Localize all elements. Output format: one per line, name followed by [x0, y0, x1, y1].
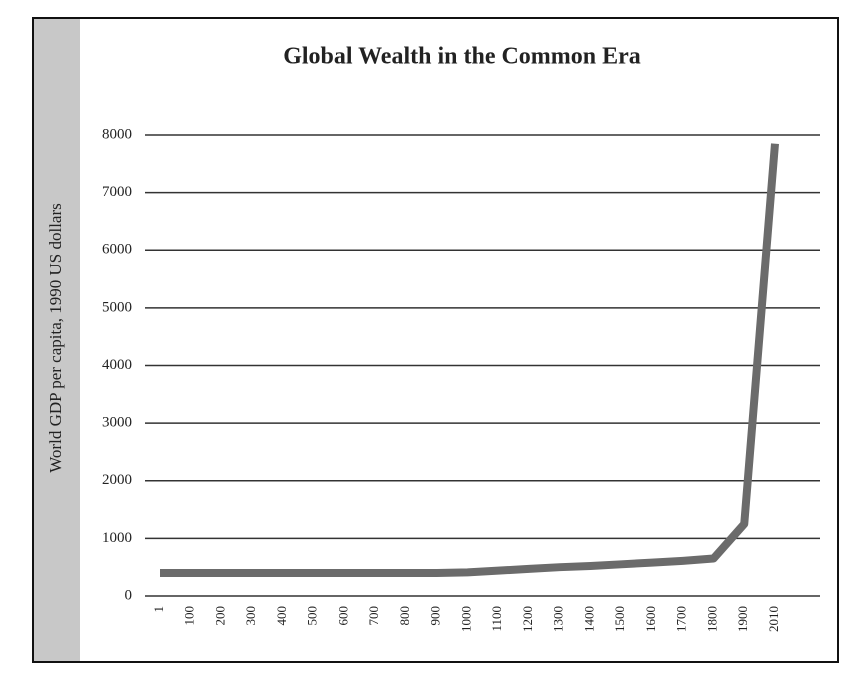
x-tick-label: 1100: [489, 606, 504, 632]
y-tick-label: 0: [125, 587, 133, 603]
x-tick-label: 600: [335, 606, 350, 626]
x-tick-label: 1: [151, 606, 166, 613]
x-tick-label: 1300: [551, 606, 566, 632]
x-tick-label: 500: [305, 606, 320, 626]
data-line: [160, 143, 779, 577]
x-tick-label: 1700: [674, 606, 689, 632]
y-tick-label: 5000: [102, 299, 132, 315]
x-tick-label: 800: [397, 606, 412, 626]
x-tick-label: 300: [243, 606, 258, 626]
y-tick-label: 2000: [102, 472, 132, 488]
x-tick-label: 1200: [520, 606, 535, 632]
y-tick-label: 1000: [102, 530, 132, 546]
x-tick-label: 100: [182, 606, 197, 626]
chart-title: Global Wealth in the Common Era: [283, 44, 641, 70]
frame: [32, 17, 839, 663]
x-tick-label: 1400: [581, 606, 596, 632]
x-tick-label: 1800: [704, 606, 719, 632]
y-axis-label: World GDP per capita, 1990 US dollars: [46, 203, 65, 473]
x-tick-label: 1500: [612, 606, 627, 632]
x-tick-label: 900: [428, 606, 443, 626]
x-tick-label: 400: [274, 606, 289, 626]
y-tick-label: 4000: [102, 357, 132, 373]
y-tick-label: 7000: [102, 184, 132, 200]
x-tick-label: 2010: [766, 606, 781, 632]
y-tick-label: 3000: [102, 415, 132, 431]
x-tick-label: 1900: [735, 606, 750, 632]
y-tick-label: 8000: [102, 126, 132, 142]
x-tick-label: 1600: [643, 606, 658, 632]
x-tick-label: 200: [212, 606, 227, 626]
y-tick-label: 6000: [102, 242, 132, 258]
x-tick-label: 700: [366, 606, 381, 626]
axis-band: [34, 19, 80, 661]
x-tick-label: 1000: [458, 606, 473, 632]
